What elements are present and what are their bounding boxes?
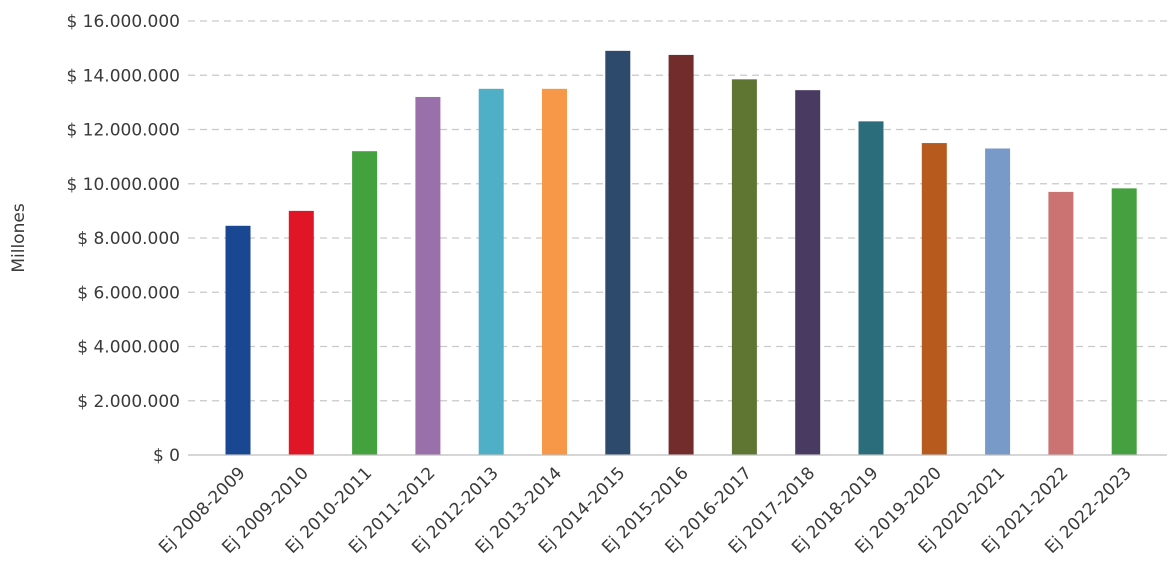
bar — [605, 50, 631, 456]
bar — [795, 90, 821, 455]
bar — [668, 54, 694, 455]
y-tick-label: $ 4.000.000 — [77, 338, 180, 358]
bar — [352, 151, 378, 455]
bar — [921, 143, 947, 455]
bar — [478, 88, 504, 455]
y-tick-label: $ 14.000.000 — [66, 66, 180, 86]
bar — [225, 225, 251, 455]
bar — [985, 148, 1011, 456]
y-tick-label: $ 2.000.000 — [77, 392, 180, 412]
y-axis-title: Millones — [9, 203, 29, 272]
y-tick-label: $ 6.000.000 — [77, 283, 180, 303]
y-tick-label: $ 12.000.000 — [66, 121, 180, 141]
bar — [288, 210, 314, 455]
bar — [858, 121, 884, 456]
y-tick-label: $ 16.000.000 — [66, 12, 180, 32]
bar — [415, 96, 441, 455]
bars — [225, 50, 1137, 456]
bar — [542, 88, 567, 455]
y-tick-label: $ 10.000.000 — [66, 175, 180, 195]
y-tick-label: $ 8.000.000 — [77, 229, 180, 249]
bar — [1111, 188, 1137, 455]
y-axis-ticks: $ 0 $ 2.000.000 $ 4.000.000 $ 6.000.000 $ 8.… — [66, 12, 180, 466]
bar — [731, 79, 757, 455]
y-tick-label: $ 0 — [153, 446, 180, 466]
bar — [1048, 191, 1074, 455]
